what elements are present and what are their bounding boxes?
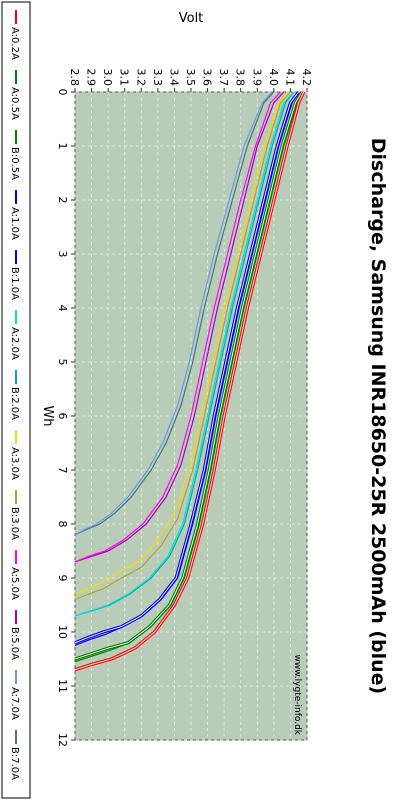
x-tick-label: 1 — [56, 143, 69, 150]
legend-label: A:5.0A — [9, 567, 20, 600]
x-tick-label: 4 — [56, 305, 69, 312]
watermark: www.lygte-info.dk — [292, 655, 302, 736]
x-tick-label: 0 — [56, 89, 69, 96]
x-tick-label: 10 — [56, 625, 69, 639]
x-tick-label: 11 — [56, 679, 69, 693]
legend-label: A:0.5A — [9, 87, 20, 120]
x-tick-label: 2 — [56, 197, 69, 204]
y-tick-label: 4.0 — [267, 69, 280, 87]
y-tick-label: 3.7 — [217, 69, 230, 87]
x-axis-label: Wh — [40, 405, 55, 426]
y-tick-label: 3.0 — [101, 69, 114, 87]
x-tick-label: 9 — [56, 575, 69, 582]
legend-label: A:1.0A — [9, 207, 20, 240]
legend-label: A:2.0A — [9, 327, 20, 360]
x-tick-label: 12 — [56, 733, 69, 747]
x-tick-label: 3 — [56, 251, 69, 258]
y-tick-label: 2.9 — [85, 69, 98, 87]
y-tick-label: 3.9 — [250, 69, 263, 87]
legend-label: A:3.0A — [9, 447, 20, 480]
legend-label: B:0.5A — [9, 147, 20, 180]
x-tick-label: 8 — [56, 521, 69, 528]
legend-label: B:2.0A — [9, 387, 20, 420]
y-tick-label: 4.1 — [283, 69, 296, 87]
y-tick-label: 3.5 — [184, 69, 197, 87]
y-tick-label: 4.2 — [300, 69, 313, 87]
y-tick-label: 3.3 — [151, 69, 164, 87]
y-axis-label: Volt — [179, 11, 204, 26]
x-tick-label: 5 — [56, 359, 69, 366]
y-axis-ticks: 2.8 2.9 3.0 3.1 3.2 3.3 3.4 3.5 3.6 3.7 3.8 3.9 4.0 4… — [68, 69, 313, 93]
x-tick-label: 7 — [56, 467, 69, 474]
x-tick-label: 6 — [56, 413, 69, 420]
y-tick-label: 2.8 — [68, 69, 81, 87]
legend-label: B:5.0A — [9, 627, 20, 660]
legend-label: A:0.2A — [9, 27, 20, 60]
y-tick-label: 3.1 — [118, 69, 131, 87]
y-tick-label: 3.6 — [201, 69, 214, 87]
legend-label: A:7.0A — [9, 687, 20, 720]
y-tick-label: 3.4 — [167, 69, 180, 87]
legend-label: B:7.0A — [9, 747, 20, 780]
legend-label: B:1.0A — [9, 267, 20, 300]
chart-title: Discharge, Samsung INR18650-25R 2500mAh … — [367, 138, 389, 694]
y-tick-label: 3.2 — [134, 69, 147, 87]
y-tick-label: 3.8 — [234, 69, 247, 87]
legend-label: B:3.0A — [9, 507, 20, 540]
